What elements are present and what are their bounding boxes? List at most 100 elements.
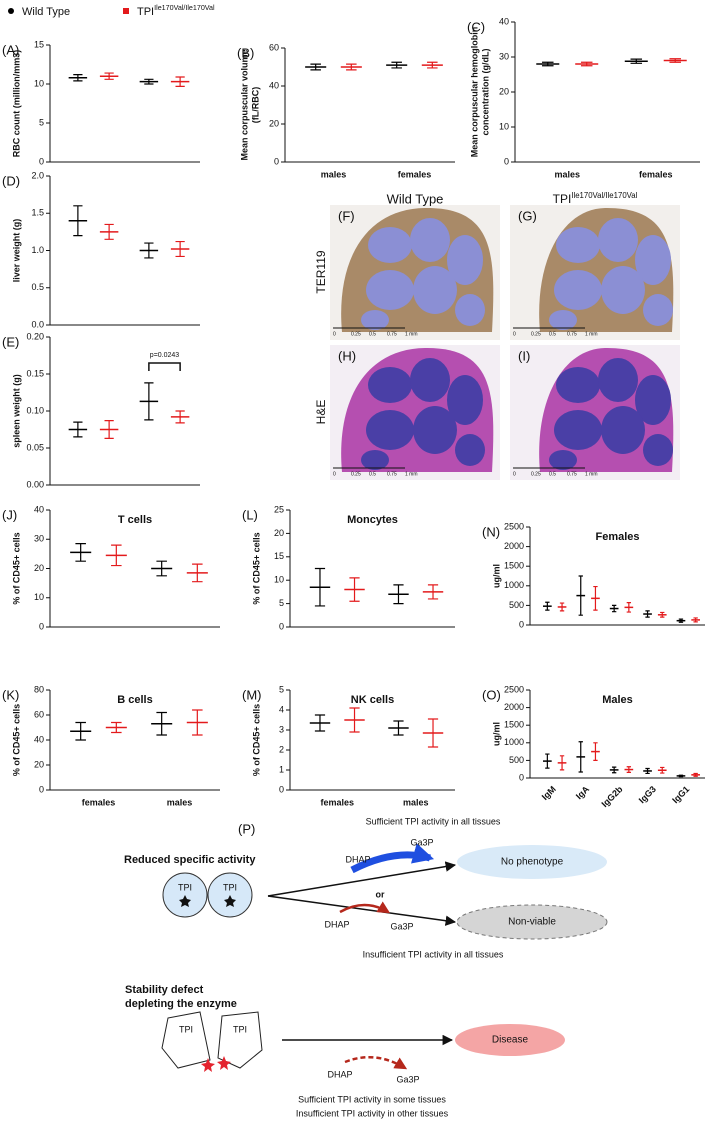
follicle [455,434,485,466]
error-bar [693,772,698,777]
y-tick-label: 5 [279,598,284,608]
follicle [556,227,600,263]
follicle [601,406,645,454]
star [224,895,236,907]
panel-label: (M) [242,687,262,702]
follicle [549,310,577,330]
follicle [601,266,645,314]
scale-label: 0 [513,471,516,477]
follicle [413,406,457,454]
y-tick-label: 1000 [504,737,524,747]
error-bar [559,602,565,612]
y-axis-label: (fL/RBC) [250,87,260,124]
y-tick-label: 1500 [504,720,524,730]
error-bar [645,767,650,775]
y-tick-label: 0 [279,621,284,631]
y-tick-label: 0.15 [26,368,44,378]
scale-label: 0.5 [369,331,376,337]
x-tick-label: IgG1 [670,784,691,805]
error-bar [73,421,83,438]
y-axis-label: RBC count (million/mm3) [11,50,21,158]
y-tick-label: 15 [34,39,44,49]
panel-label: (F) [338,208,355,223]
follicle [413,266,457,314]
follicle [455,294,485,326]
panel-label: (L) [242,507,258,522]
y-tick-label: 4 [279,704,284,714]
error-bar [660,766,665,774]
y-tick-label: 20 [274,528,284,538]
column-label: Wild Type [387,191,444,206]
y-tick-label: 1500 [504,561,524,571]
error-bar [314,567,326,607]
follicle [549,450,577,470]
follicle [410,358,450,402]
y-tick-label: 0 [39,621,44,631]
label-with-superscript: TPIIle170Val/Ile170Val [553,191,638,207]
scale-label: 0 [333,331,336,337]
y-tick-label: 2500 [504,521,524,531]
error-bar [192,563,203,583]
y-tick-label: 10 [274,575,284,585]
y-tick-label: 0 [504,156,509,166]
y-tick-label: 0 [39,784,44,794]
x-tick-label: females [320,797,354,807]
panel-label: (O) [482,687,501,702]
chart-title: T cells [118,514,152,526]
annotation: p=0.0243 [150,352,179,359]
scale-label: 0.5 [549,331,556,337]
x-tick-label: females [398,169,432,179]
label-text: TPI [553,192,572,206]
note: Sufficient TPI activity in some tissues [298,1094,446,1104]
error-bar [144,242,154,259]
x-tick-label: males [554,169,580,179]
scale-label: 0.75 [387,471,397,477]
follicle [643,434,673,466]
follicle [643,294,673,326]
follicle [554,270,602,310]
y-tick-label: 2.0 [31,170,44,180]
legend-marker [123,8,129,14]
row-label: H&E [314,400,328,425]
follicle [410,218,450,262]
panel-label: (D) [2,173,20,188]
error-bar [104,223,114,240]
error-bar [144,78,154,85]
error-bar [669,58,681,63]
substrate: DHAP [327,1069,352,1079]
y-tick-label: 0.5 [31,282,44,292]
heading: Reduced specific activity [124,854,256,866]
panel-label: (H) [338,348,356,363]
scale-label: 0.25 [351,331,361,337]
y-tick-label: 3 [279,724,284,734]
y-axis-label: liver weight (g) [11,219,21,283]
scale-label: 0.75 [567,471,577,477]
error-bar [349,707,360,733]
error-bar [660,611,665,618]
panel-label: (N) [482,524,500,539]
chart-title: Females [595,531,639,543]
scale-label: 0.25 [351,471,361,477]
y-tick-label: 500 [509,755,524,765]
error-bar [693,617,698,623]
y-tick-label: 40 [499,16,509,26]
y-tick-label: 0 [279,784,284,794]
error-bar [346,63,357,71]
scale-label: 1 mm [405,331,418,337]
error-bar [427,718,439,748]
follicle [635,375,671,425]
y-tick-label: 25 [274,504,284,514]
panel-label: (G) [518,208,537,223]
error-bar [580,61,593,67]
outcome-shape [457,845,607,879]
y-tick-label: 10 [34,592,44,602]
y-axis-label: spleen weight (g) [11,374,21,448]
note: Insufficient TPI activity in other tissu… [296,1108,449,1118]
y-tick-label: 40 [269,80,279,90]
error-bar [391,61,402,69]
scale-label: 1 mm [405,471,418,477]
follicle [368,227,412,263]
reaction-arrow [350,843,435,874]
error-bar [349,577,360,602]
